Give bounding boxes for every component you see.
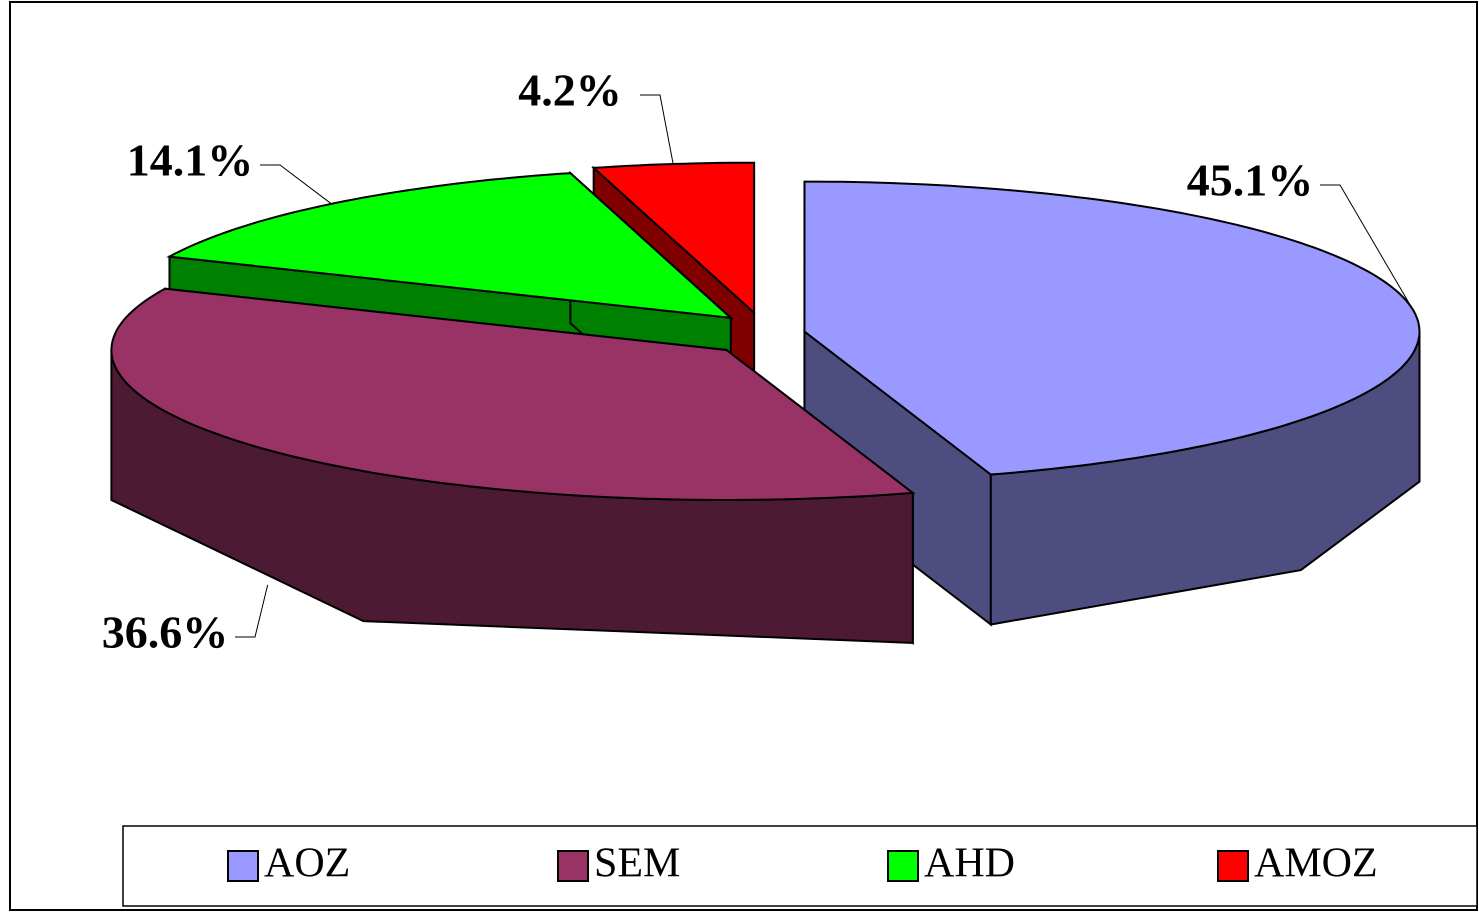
leader-line [1320,184,1413,309]
legend-label: AMOZ [1254,841,1378,887]
legend-swatch [227,850,259,882]
legend-swatch [887,850,919,882]
slice [803,180,1421,476]
slice [591,161,756,315]
data-label: 36.6% [102,607,229,658]
legend-label: SEM [594,841,680,887]
data-label: 45.1% [1187,155,1314,206]
legend-swatch [557,850,589,882]
legend-label: AHD [924,841,1015,887]
leader-line [235,584,269,638]
data-label: 14.1% [127,135,254,186]
legend-swatch [1217,850,1249,882]
slice [110,287,916,501]
legend-box [122,825,1478,907]
leader-line [640,94,674,165]
legend-label: AOZ [264,841,350,887]
slice [803,180,1421,627]
slice [166,172,734,320]
slice [110,287,916,645]
leader-line [260,164,332,205]
data-label: 4.2% [518,65,622,116]
